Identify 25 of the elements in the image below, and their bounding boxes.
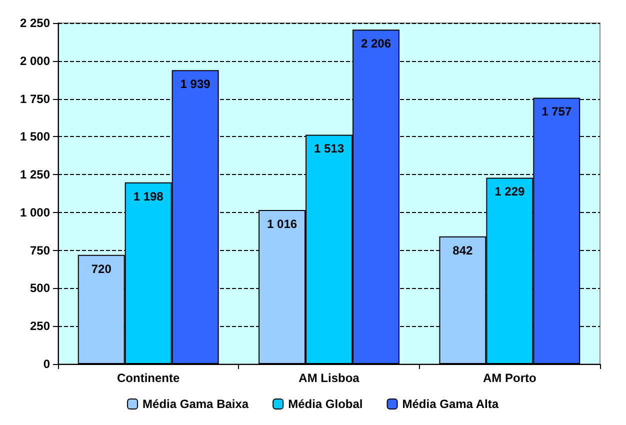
x-tick-label: Continente <box>116 371 180 385</box>
data-label: 1 939 <box>180 77 211 92</box>
y-tick-label: 2 000 <box>20 54 50 68</box>
data-label: 1 016 <box>267 217 298 232</box>
legend-label: Média Global <box>288 397 363 411</box>
y-tick-label: 1 500 <box>20 130 50 144</box>
data-label: 842 <box>452 243 474 258</box>
legend-label: Média Gama Baixa <box>142 397 249 411</box>
data-label: 720 <box>91 262 112 276</box>
legend-label: Média Gama Alta <box>402 397 499 411</box>
x-tick-label: AM Lisboa <box>298 371 360 385</box>
y-tick-label: 1 250 <box>20 168 50 182</box>
data-label: 1 513 <box>314 142 344 156</box>
y-tick-label: 1 000 <box>20 205 50 220</box>
data-label: 1 198 <box>133 189 164 204</box>
y-tick-label: 750 <box>30 243 50 258</box>
x-tick-label: AM Porto <box>483 371 536 385</box>
y-tick-label: 2 250 <box>20 16 50 30</box>
y-tick-label: 0 <box>43 357 50 371</box>
y-tick-label: 250 <box>30 319 50 334</box>
data-label: 1 229 <box>494 184 526 199</box>
y-tick-label: 500 <box>30 281 50 296</box>
y-tick-label: 1 750 <box>20 92 50 106</box>
data-label: 2 206 <box>360 36 392 51</box>
data-label: 1 757 <box>542 104 572 119</box>
